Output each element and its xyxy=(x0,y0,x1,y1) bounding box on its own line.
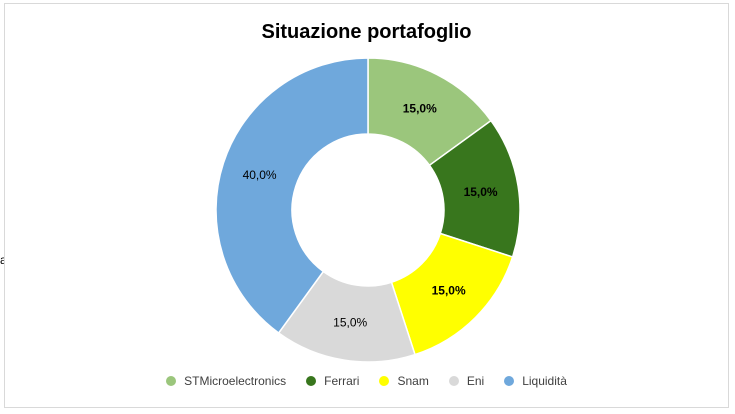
legend-label: Liquidità xyxy=(522,374,567,388)
chart-area[interactable]: Situazione portafoglio 15,0% 15,0% 15,0% 15… xyxy=(4,3,729,408)
chart-legend: STMicroelectronics Ferrari Snam Eni Liquidit… xyxy=(5,374,728,388)
legend-item: Liquidità xyxy=(504,374,567,388)
legend-swatch xyxy=(166,376,177,386)
legend-label: Ferrari xyxy=(324,374,360,388)
data-label-stmicroelectronics: 15,0% xyxy=(403,101,437,115)
stray-cell-text: a xyxy=(0,252,7,268)
legend-item: Snam xyxy=(379,374,429,388)
legend-label: Snam xyxy=(397,374,429,388)
donut-slice-liquidit-[interactable] xyxy=(215,57,369,335)
legend-item: Eni xyxy=(448,374,485,388)
legend-swatch xyxy=(448,376,459,386)
legend-label: Eni xyxy=(466,374,485,388)
legend-label: STMicroelectronics xyxy=(184,374,287,388)
data-label-liquidit-: 40,0% xyxy=(243,168,277,182)
data-label-snam: 15,0% xyxy=(432,284,466,298)
legend-swatch xyxy=(379,376,390,386)
legend-swatch xyxy=(504,376,515,386)
legend-swatch xyxy=(306,376,317,386)
legend-item: STMicroelectronics xyxy=(166,374,286,388)
data-label-eni: 15,0% xyxy=(333,316,367,330)
legend-item: Ferrari xyxy=(306,374,359,388)
donut-chart: 15,0% 15,0% 15,0% 15,0% 40,0% xyxy=(215,57,521,363)
data-label-ferrari: 15,0% xyxy=(464,185,498,199)
chart-title: Situazione portafoglio xyxy=(261,21,472,43)
